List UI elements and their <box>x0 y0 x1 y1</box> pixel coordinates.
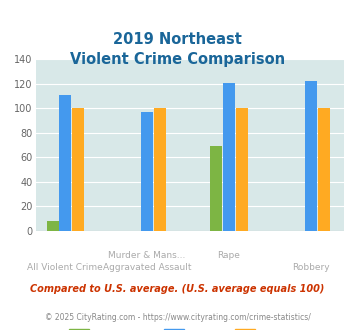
Text: © 2025 CityRating.com - https://www.cityrating.com/crime-statistics/: © 2025 CityRating.com - https://www.city… <box>45 313 310 322</box>
Text: Compared to U.S. average. (U.S. average equals 100): Compared to U.S. average. (U.S. average … <box>30 284 325 294</box>
Legend: Northeast, Texas, National: Northeast, Texas, National <box>66 326 314 330</box>
Bar <box>47 221 59 231</box>
Text: Robbery: Robbery <box>292 263 330 272</box>
Bar <box>72 109 84 231</box>
Bar <box>305 82 317 231</box>
Text: Violent Crime Comparison: Violent Crime Comparison <box>70 52 285 67</box>
Bar <box>223 83 235 231</box>
Text: Rape: Rape <box>218 250 240 260</box>
Bar <box>141 112 153 231</box>
Text: Murder & Mans...: Murder & Mans... <box>108 250 186 260</box>
Bar <box>317 109 329 231</box>
Text: 2019 Northeast: 2019 Northeast <box>113 32 242 47</box>
Bar <box>154 109 166 231</box>
Bar <box>59 95 71 231</box>
Bar <box>236 109 248 231</box>
Bar <box>210 147 222 231</box>
Text: All Violent Crime: All Violent Crime <box>27 263 103 272</box>
Text: Aggravated Assault: Aggravated Assault <box>103 263 191 272</box>
